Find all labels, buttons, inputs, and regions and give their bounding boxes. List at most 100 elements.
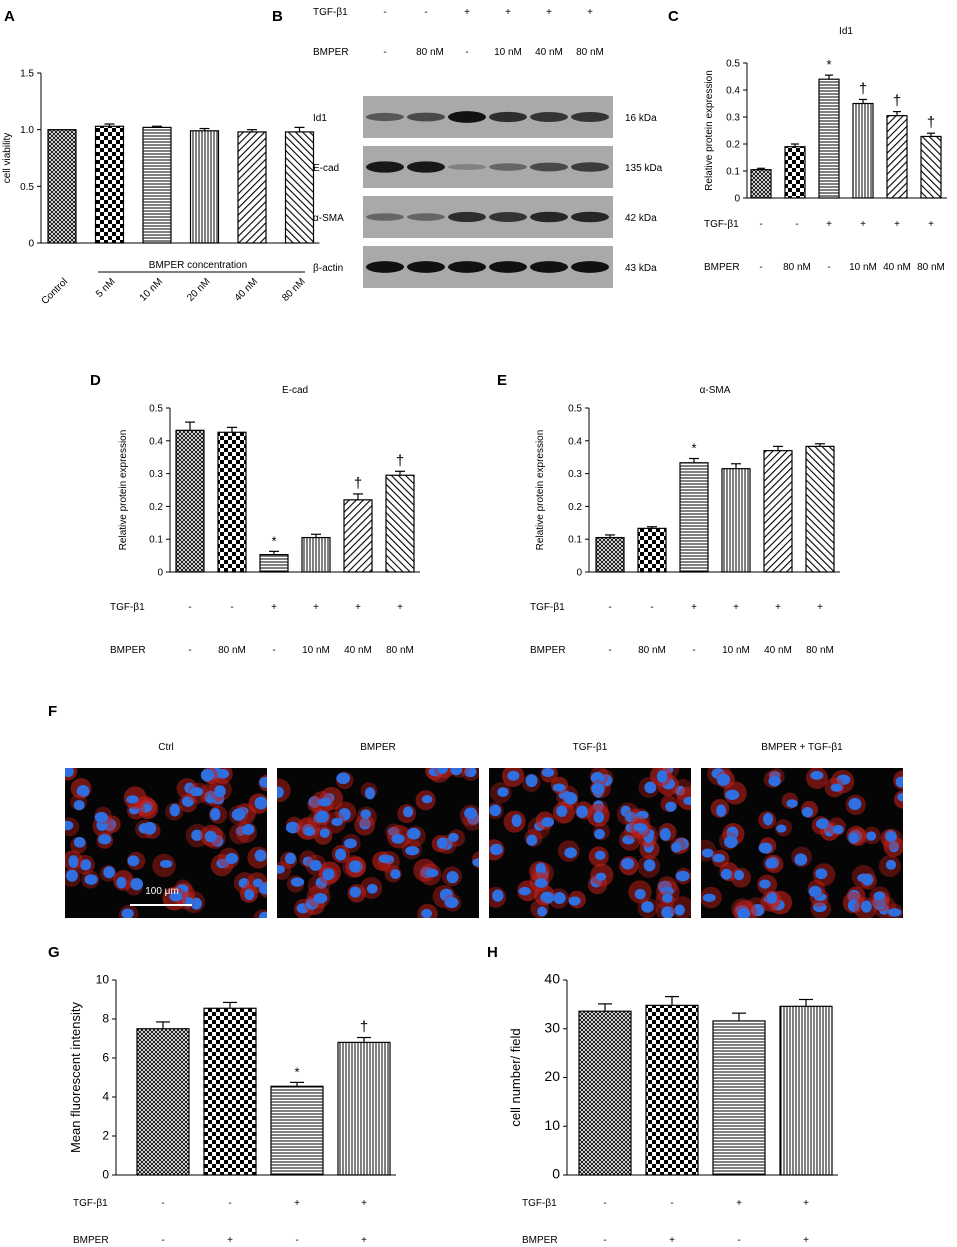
cell-nucleus — [472, 858, 479, 867]
cell-nucleus — [535, 862, 546, 875]
bmper-value: + — [361, 1235, 367, 1246]
cell-nucleus — [633, 823, 648, 832]
cell-nucleus — [659, 827, 671, 841]
bar — [385, 474, 415, 573]
blot-protein-label: α-SMA — [313, 213, 344, 224]
cell-nucleus — [464, 807, 478, 819]
cell-nucleus — [776, 824, 787, 833]
blot-protein-label: β-actin — [313, 263, 343, 274]
cell-nucleus — [720, 868, 733, 880]
cell-nucleus — [847, 899, 860, 912]
bar — [337, 1041, 391, 1176]
cell-nucleus — [830, 783, 843, 792]
tgf-sign: - — [650, 602, 653, 613]
bmper-value: 80 nM — [386, 645, 414, 656]
bar — [47, 129, 77, 244]
cell-nucleus — [421, 795, 433, 804]
cell-nucleus — [448, 832, 459, 842]
cell-nucleus — [525, 774, 538, 788]
cell-nucleus — [405, 845, 420, 856]
cell-nucleus — [169, 803, 180, 817]
significance-star: * — [294, 1064, 299, 1079]
western-blot-layer: TGF-β1 BMPER - - + + + + - 80 nM - 10 nM 40 nM 80 nM I… — [313, 7, 663, 288]
y-axis-label: cell number/ field — [508, 1028, 523, 1126]
cell-nucleus — [641, 900, 654, 913]
blot-band — [489, 163, 527, 171]
cell-nucleus — [712, 853, 725, 863]
cell-nucleus — [121, 908, 134, 918]
bmper-value: 80 nM — [218, 645, 246, 656]
cell-nucleus — [765, 858, 778, 869]
tgf-sign: + — [397, 602, 403, 613]
cell-nucleus — [116, 876, 127, 889]
cell-nucleus — [861, 900, 872, 913]
cell-nucleus — [636, 810, 649, 820]
cell-nucleus — [446, 871, 459, 884]
cell-nucleus — [563, 792, 578, 805]
y-tick-label: 0.3 — [149, 469, 163, 480]
cell-nucleus — [556, 805, 568, 817]
y-tick-label: 0.5 — [568, 404, 582, 415]
cell-nucleus — [644, 781, 657, 794]
cell-nucleus — [94, 812, 109, 823]
bar — [94, 125, 125, 244]
panel-letter-a: A — [4, 8, 15, 25]
bmper-value: 80 nM — [638, 645, 666, 656]
cell-nucleus — [643, 840, 654, 853]
group-label: BMPER concentration — [149, 260, 247, 271]
chart-c: 0 0.1 0.2 0.3 0.4 0.5 Relative protein express… — [704, 26, 947, 205]
cell-nucleus — [568, 896, 581, 906]
cell-nucleus — [622, 834, 635, 845]
cell-nucleus — [159, 859, 173, 868]
cell-nucleus — [534, 878, 548, 888]
cell-nucleus — [464, 768, 477, 778]
tgf-sign: + — [691, 602, 697, 613]
blot-bmper-value: 40 nM — [535, 47, 563, 58]
bmper-value: 80 nM — [806, 645, 834, 656]
cell-nucleus — [675, 870, 690, 882]
y-tick-label: 2 — [102, 1129, 109, 1143]
cell-nucleus — [254, 796, 267, 810]
cell-nucleus — [541, 768, 555, 778]
y-tick-label: 0.4 — [726, 86, 740, 97]
cell-nucleus — [885, 859, 897, 870]
cell-nucleus — [872, 897, 887, 910]
significance-star: * — [271, 533, 276, 548]
cell-nucleus — [191, 829, 203, 841]
cell-nucleus — [895, 776, 903, 788]
conditions-g: TGF-β1 BMPER - - + + - + - + — [73, 1198, 367, 1246]
bmper-value: - — [759, 262, 762, 273]
cell-nucleus — [450, 768, 463, 776]
cell-nucleus — [258, 911, 267, 918]
cell-nucleus — [365, 787, 376, 800]
panel-letter-b: B — [272, 8, 283, 25]
tgf-sign: - — [603, 1198, 606, 1209]
bar — [301, 536, 331, 573]
y-axis-label: Relative protein expression — [704, 70, 715, 191]
bar — [645, 1004, 699, 1176]
cell-nucleus — [540, 891, 555, 904]
blot-kda-label: 42 kDa — [625, 213, 657, 224]
blot-row-1: E-cad 135 kDa — [313, 146, 663, 188]
y-tick-label: 0.2 — [568, 502, 582, 513]
cell-nucleus — [84, 874, 98, 885]
blot-band — [530, 112, 568, 122]
bmper-value: + — [803, 1235, 809, 1246]
bar — [175, 429, 205, 573]
bmper-value: 10 nM — [302, 645, 330, 656]
y-tick-label: 0 — [576, 568, 582, 579]
x-tick-label: 10 nM — [138, 276, 165, 303]
cell-nucleus — [315, 810, 329, 823]
cell-nucleus — [717, 773, 731, 786]
cell-nucleus — [594, 828, 605, 840]
chart-title: E-cad — [282, 385, 308, 396]
cell-nucleus — [594, 850, 606, 861]
blot-band — [366, 213, 404, 221]
cell-nucleus — [886, 831, 897, 842]
cell-nucleus — [815, 868, 828, 880]
cell-nucleus — [526, 834, 538, 846]
cell-nucleus — [360, 809, 372, 819]
cell-nucleus — [80, 859, 92, 871]
bar — [712, 1020, 766, 1176]
cell-nucleus — [848, 797, 862, 811]
